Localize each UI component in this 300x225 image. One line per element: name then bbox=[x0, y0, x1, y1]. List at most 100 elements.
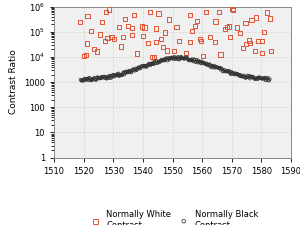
Normally Black
Contrast bbox=[137, 67, 142, 70]
Normally Black
Contrast bbox=[240, 75, 245, 78]
Normally White
Contrast bbox=[172, 49, 177, 53]
Normally Black
Contrast bbox=[122, 73, 127, 76]
Normally Black
Contrast bbox=[264, 77, 269, 80]
Normally Black
Contrast bbox=[85, 77, 90, 81]
Normally White
Contrast bbox=[151, 55, 156, 58]
Legend: Normally White
Contrast, Normally Black
Contrast: Normally White Contrast, Normally Black … bbox=[84, 207, 261, 225]
Normally Black
Contrast bbox=[150, 62, 155, 66]
Normally Black
Contrast bbox=[238, 73, 243, 77]
Normally Black
Contrast bbox=[104, 76, 109, 80]
Normally White
Contrast bbox=[188, 40, 192, 44]
Normally Black
Contrast bbox=[263, 79, 268, 82]
Normally White
Contrast bbox=[174, 25, 179, 29]
Normally Black
Contrast bbox=[213, 66, 218, 69]
Normally Black
Contrast bbox=[112, 75, 116, 79]
Normally White
Contrast bbox=[98, 33, 103, 36]
Normally Black
Contrast bbox=[83, 77, 88, 81]
Normally Black
Contrast bbox=[223, 70, 228, 73]
Normally Black
Contrast bbox=[246, 76, 250, 79]
Normally Black
Contrast bbox=[168, 56, 173, 60]
Normally Black
Contrast bbox=[115, 72, 120, 76]
Normally Black
Contrast bbox=[266, 79, 270, 82]
Normally Black
Contrast bbox=[203, 62, 208, 66]
Normally Black
Contrast bbox=[120, 73, 125, 77]
Normally Black
Contrast bbox=[114, 73, 118, 77]
Normally Black
Contrast bbox=[214, 65, 219, 69]
Normally Black
Contrast bbox=[152, 62, 157, 65]
Normally Black
Contrast bbox=[195, 60, 200, 63]
Normally Black
Contrast bbox=[212, 64, 217, 68]
Normally Black
Contrast bbox=[186, 58, 190, 61]
Normally White
Contrast bbox=[150, 55, 155, 59]
Normally Black
Contrast bbox=[182, 57, 187, 61]
Normally Black
Contrast bbox=[157, 61, 162, 64]
Normally Black
Contrast bbox=[227, 71, 232, 75]
Normally White
Contrast bbox=[203, 10, 208, 13]
Normally Black
Contrast bbox=[157, 60, 161, 64]
Normally Black
Contrast bbox=[177, 55, 182, 59]
Normally White
Contrast bbox=[244, 43, 249, 46]
Normally Black
Contrast bbox=[114, 73, 119, 77]
Normally Black
Contrast bbox=[156, 60, 161, 64]
Normally Black
Contrast bbox=[229, 70, 234, 73]
Normally Black
Contrast bbox=[242, 76, 247, 79]
Normally Black
Contrast bbox=[247, 74, 251, 78]
Normally Black
Contrast bbox=[124, 70, 129, 73]
Normally White
Contrast bbox=[235, 26, 239, 29]
Normally White
Contrast bbox=[260, 51, 264, 55]
Normally White
Contrast bbox=[228, 35, 232, 38]
Normally Black
Contrast bbox=[87, 76, 92, 80]
Normally Black
Contrast bbox=[106, 74, 111, 78]
Normally Black
Contrast bbox=[91, 77, 95, 81]
Normally White
Contrast bbox=[230, 7, 235, 11]
Normally Black
Contrast bbox=[98, 76, 103, 80]
Normally Black
Contrast bbox=[201, 61, 206, 65]
Normally Black
Contrast bbox=[129, 71, 134, 74]
Normally Black
Contrast bbox=[134, 68, 139, 72]
Normally White
Contrast bbox=[85, 14, 90, 18]
Normally Black
Contrast bbox=[241, 75, 245, 78]
Normally Black
Contrast bbox=[112, 73, 117, 77]
Normally Black
Contrast bbox=[169, 56, 173, 60]
Normally Black
Contrast bbox=[231, 72, 236, 75]
Normally Black
Contrast bbox=[184, 56, 189, 59]
Normally Black
Contrast bbox=[252, 77, 257, 80]
Normally White
Contrast bbox=[177, 39, 182, 43]
Normally Black
Contrast bbox=[178, 57, 183, 60]
Normally Black
Contrast bbox=[216, 66, 220, 69]
Normally Black
Contrast bbox=[258, 76, 263, 80]
Normally Black
Contrast bbox=[176, 55, 180, 59]
Normally White
Contrast bbox=[85, 42, 90, 45]
Normally Black
Contrast bbox=[207, 63, 212, 66]
Normally Black
Contrast bbox=[161, 58, 166, 62]
Normally White
Contrast bbox=[224, 25, 229, 29]
Normally Black
Contrast bbox=[181, 57, 186, 61]
Normally Black
Contrast bbox=[147, 62, 152, 65]
Normally White
Contrast bbox=[88, 29, 93, 32]
Normally Black
Contrast bbox=[159, 58, 164, 62]
Normally White
Contrast bbox=[256, 39, 260, 43]
Normally Black
Contrast bbox=[80, 79, 84, 83]
Normally Black
Contrast bbox=[196, 59, 201, 63]
Normally White
Contrast bbox=[153, 27, 158, 30]
Normally Black
Contrast bbox=[170, 56, 175, 60]
Normally White
Contrast bbox=[243, 21, 248, 25]
Normally White
Contrast bbox=[141, 34, 146, 38]
Normally Black
Contrast bbox=[227, 69, 232, 73]
Normally White
Contrast bbox=[184, 51, 188, 55]
Normally Black
Contrast bbox=[92, 76, 97, 80]
Normally Black
Contrast bbox=[236, 73, 241, 77]
Normally White
Contrast bbox=[129, 33, 134, 37]
Normally White
Contrast bbox=[131, 13, 136, 16]
Normally Black
Contrast bbox=[225, 70, 230, 73]
Normally White
Contrast bbox=[134, 52, 139, 55]
Normally White
Contrast bbox=[161, 45, 166, 49]
Normally Black
Contrast bbox=[241, 74, 246, 77]
Normally White
Contrast bbox=[207, 35, 212, 39]
Normally White
Contrast bbox=[223, 27, 228, 31]
Normally Black
Contrast bbox=[111, 73, 116, 77]
Normally Black
Contrast bbox=[249, 75, 254, 79]
Normally Black
Contrast bbox=[128, 69, 133, 73]
Normally Black
Contrast bbox=[160, 58, 165, 61]
Normally Black
Contrast bbox=[228, 72, 233, 76]
